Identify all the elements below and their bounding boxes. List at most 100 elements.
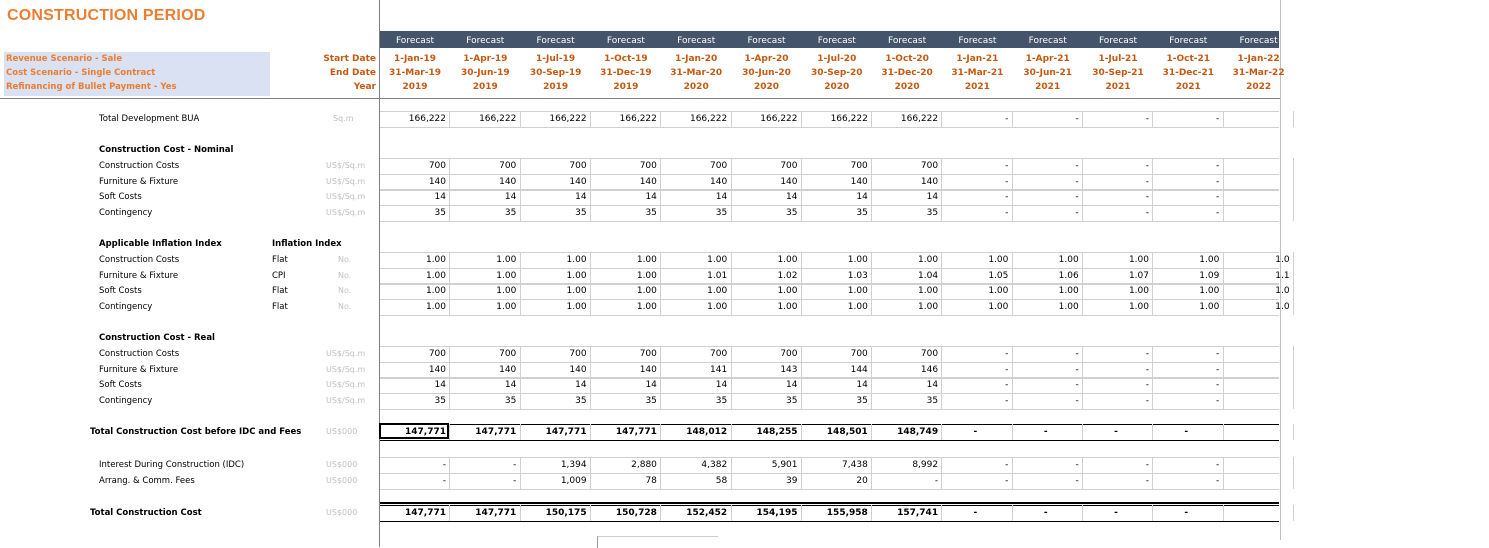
- real-1-cell-3[interactable]: 140: [639, 365, 657, 375]
- col-6-end-date[interactable]: 30-Sep-20: [811, 68, 863, 78]
- inflation-index-header[interactable]: Inflation Index: [272, 239, 342, 249]
- idc-cell-7[interactable]: 8,992: [912, 460, 939, 470]
- inflation-0-cell-10[interactable]: 1.00: [1128, 255, 1149, 265]
- real-0-cell-9[interactable]: -: [1075, 349, 1079, 359]
- inflation-1-cell-7[interactable]: 1.04: [918, 271, 939, 281]
- bua-cell-1[interactable]: 166,222: [479, 114, 517, 124]
- inflation-0-cell-11[interactable]: 1.00: [1199, 255, 1220, 265]
- nominal-2-cell-5[interactable]: 14: [786, 192, 798, 202]
- inflation-0-cell-2[interactable]: 1.00: [566, 255, 587, 265]
- nominal-0-cell-11[interactable]: -: [1216, 161, 1220, 171]
- inflation-3-cell-2[interactable]: 1.00: [566, 302, 587, 312]
- col-6-type[interactable]: Forecast: [817, 36, 856, 46]
- col-1-type[interactable]: Forecast: [466, 36, 505, 46]
- col-3-type[interactable]: Forecast: [606, 36, 645, 46]
- inflation-0-cell-4[interactable]: 1.00: [707, 255, 728, 265]
- inflation-1-cell-10[interactable]: 1.07: [1128, 271, 1149, 281]
- idc-cell-6[interactable]: 7,438: [842, 460, 868, 470]
- col-7-type[interactable]: Forecast: [888, 36, 927, 46]
- nominal-0-cell-1[interactable]: 700: [499, 161, 517, 171]
- row-label-real-1[interactable]: Furniture & Fixture: [99, 365, 179, 375]
- col-5-year[interactable]: 2020: [753, 82, 780, 92]
- real-1-cell-6[interactable]: 144: [850, 365, 868, 375]
- nominal-3-cell-4[interactable]: 35: [715, 208, 728, 218]
- inflation-0-cell-7[interactable]: 1.00: [918, 255, 939, 265]
- idc-cell-5[interactable]: 5,901: [771, 460, 798, 470]
- nominal-3-cell-2[interactable]: 35: [575, 208, 587, 218]
- total-cell-4[interactable]: 152,452: [686, 508, 728, 518]
- col-1-year[interactable]: 2019: [472, 82, 498, 92]
- fees-cell-5[interactable]: 39: [786, 476, 798, 486]
- real-2-cell-9[interactable]: -: [1075, 380, 1079, 390]
- inflation-3-cell-1[interactable]: 1.00: [496, 302, 517, 312]
- col-8-year[interactable]: 2021: [964, 82, 990, 92]
- inflation-1-cell-2[interactable]: 1.00: [566, 271, 587, 281]
- col-7-start-date[interactable]: 1-Oct-20: [885, 54, 929, 64]
- inflation-1-cell-1[interactable]: 1.00: [496, 271, 517, 281]
- row-label-nominal-3[interactable]: Contingency: [99, 208, 153, 218]
- row-label-total-before[interactable]: Total Construction Cost before IDC and F…: [90, 427, 302, 437]
- nominal-0-cell-9[interactable]: -: [1075, 161, 1079, 171]
- total-cell-1[interactable]: 147,771: [475, 508, 517, 518]
- real-1-cell-0[interactable]: 140: [428, 365, 446, 375]
- col-3-end-date[interactable]: 31-Dec-19: [600, 68, 652, 78]
- col-0-type[interactable]: Forecast: [395, 36, 435, 46]
- col-11-year[interactable]: 2021: [1175, 82, 1201, 92]
- inflation-1-cell-12[interactable]: 1.1: [1275, 271, 1290, 281]
- nominal-2-cell-10[interactable]: -: [1145, 192, 1149, 202]
- nominal-3-cell-10[interactable]: -: [1145, 208, 1149, 218]
- inflation-2-cell-1[interactable]: 1.00: [496, 286, 517, 296]
- inflation-0-cell-9[interactable]: 1.00: [1058, 255, 1079, 265]
- col-0-end-date[interactable]: 31-Mar-19: [389, 68, 441, 78]
- nominal-0-cell-6[interactable]: 700: [850, 161, 868, 171]
- row-label-real-0[interactable]: Construction Costs: [99, 349, 180, 359]
- inflation-index-3[interactable]: Flat: [272, 302, 288, 312]
- inflation-2-cell-0[interactable]: 1.00: [425, 286, 446, 296]
- fees-cell-7[interactable]: -: [934, 476, 939, 486]
- bua-cell-11[interactable]: -: [1216, 114, 1220, 124]
- total-before-cell-7[interactable]: 148,749: [897, 427, 939, 437]
- inflation-3-cell-11[interactable]: 1.00: [1199, 302, 1220, 312]
- real-0-cell-5[interactable]: 700: [780, 349, 798, 359]
- inflation-0-cell-8[interactable]: 1.00: [988, 255, 1009, 265]
- col-1-end-date[interactable]: 30-Jun-19: [460, 68, 510, 78]
- inflation-1-cell-6[interactable]: 1.03: [847, 271, 868, 281]
- inflation-1-cell-5[interactable]: 1.02: [777, 271, 798, 281]
- real-2-cell-1[interactable]: 14: [504, 380, 517, 390]
- idc-cell-8[interactable]: -: [1005, 460, 1009, 470]
- nominal-3-cell-8[interactable]: -: [1005, 208, 1009, 218]
- nominal-0-cell-7[interactable]: 700: [920, 161, 939, 171]
- col-9-type[interactable]: Forecast: [1028, 36, 1067, 46]
- col-10-type[interactable]: Forecast: [1098, 36, 1138, 46]
- real-3-cell-9[interactable]: -: [1075, 396, 1079, 406]
- row-label-real-3[interactable]: Contingency: [99, 396, 153, 406]
- real-0-cell-11[interactable]: -: [1216, 349, 1220, 359]
- scenario-revenue[interactable]: Revenue Scenario - Sale: [6, 54, 123, 64]
- inflation-3-cell-0[interactable]: 1.00: [425, 302, 446, 312]
- real-3-cell-1[interactable]: 35: [504, 396, 517, 406]
- col-2-end-date[interactable]: 30-Sep-19: [529, 68, 582, 78]
- total-before-cell-4[interactable]: 148,012: [686, 427, 728, 437]
- fees-cell-0[interactable]: -: [442, 476, 446, 486]
- nominal-2-cell-7[interactable]: 14: [926, 192, 939, 202]
- col-7-end-date[interactable]: 31-Dec-20: [881, 68, 933, 78]
- inflation-2-cell-7[interactable]: 1.00: [918, 286, 939, 296]
- total-before-cell-9[interactable]: -: [1043, 427, 1048, 437]
- col-8-type[interactable]: Forecast: [958, 36, 997, 46]
- nominal-2-cell-3[interactable]: 14: [645, 192, 657, 202]
- section-real[interactable]: Construction Cost - Real: [99, 333, 215, 343]
- inflation-3-cell-3[interactable]: 1.00: [636, 302, 657, 312]
- real-1-cell-10[interactable]: -: [1145, 365, 1149, 375]
- nominal-1-cell-3[interactable]: 140: [639, 177, 657, 187]
- inflation-2-cell-5[interactable]: 1.00: [777, 286, 798, 296]
- idc-cell-4[interactable]: 4,382: [701, 460, 728, 470]
- col-10-end-date[interactable]: 30-Sep-21: [1092, 68, 1144, 78]
- bua-cell-10[interactable]: -: [1145, 114, 1149, 124]
- real-3-cell-2[interactable]: 35: [575, 396, 587, 406]
- inflation-3-cell-5[interactable]: 1.00: [777, 302, 798, 312]
- nominal-0-cell-4[interactable]: 700: [710, 161, 728, 171]
- col-4-end-date[interactable]: 31-Mar-20: [670, 68, 723, 78]
- col-3-year[interactable]: 2019: [613, 82, 639, 92]
- nominal-2-cell-11[interactable]: -: [1216, 192, 1220, 202]
- col-5-end-date[interactable]: 30-Jun-20: [742, 68, 791, 78]
